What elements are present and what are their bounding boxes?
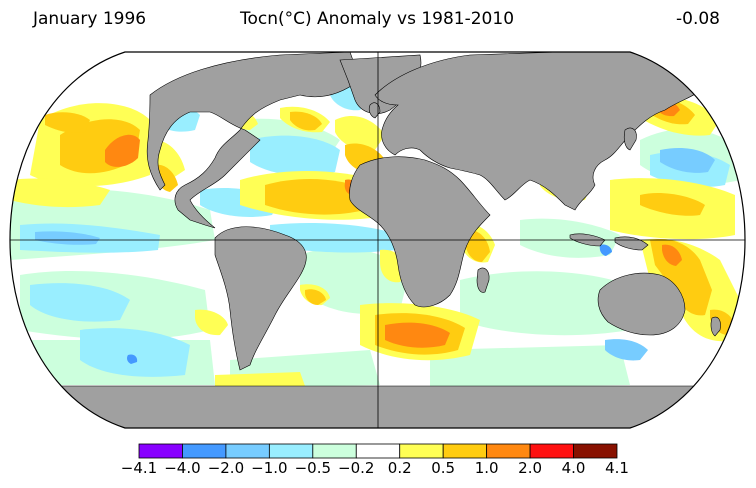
color-scale-cell [355, 443, 401, 459]
color-scale-tick-label: 0.2 [387, 459, 412, 477]
south-america [214, 226, 307, 371]
madagascar [476, 267, 490, 293]
color-scale-cell [442, 443, 488, 459]
anomaly-blue-regions [35, 148, 715, 361]
color-scale-tick-label: −1.0 [251, 459, 288, 477]
new-zealand [710, 316, 721, 337]
color-scale-tick-label: −0.2 [338, 459, 375, 477]
color-scale-tick-label: −4.0 [164, 459, 201, 477]
north-america [146, 52, 361, 229]
color-scale-tick-label: 1.0 [474, 459, 499, 477]
map-title: Tocn(°C) Anomaly vs 1981-2010 [240, 9, 515, 29]
color-scale-tick-label: −0.5 [294, 459, 332, 477]
color-scale-cell [486, 443, 531, 459]
color-scale-cell [312, 443, 357, 459]
africa [349, 156, 491, 308]
color-scale-tick-label: 4.1 [605, 459, 629, 477]
australia [597, 272, 686, 336]
map-outline [9, 51, 746, 429]
color-scale-cell [573, 443, 618, 459]
color-scale-cell [138, 443, 183, 459]
color-scale-tick-label: −4.1 [120, 459, 158, 477]
global-mean-value: -0.08 [676, 9, 720, 29]
anomaly-strong-negative-spots [127, 244, 612, 364]
color-scale-tick-label: −2.0 [207, 459, 245, 477]
map-date: January 1996 [33, 9, 147, 29]
color-scale-cell [399, 443, 444, 459]
anomaly-orange-regions [105, 99, 682, 348]
color-scale-tick-label: 4.0 [561, 459, 586, 477]
color-scale-tick-label: 2.0 [518, 459, 543, 477]
color-scale-cell [182, 443, 227, 459]
british-isles [368, 102, 381, 119]
color-scale-cell [529, 443, 574, 459]
color-scale-cell [225, 443, 270, 459]
color-scale-cell [268, 443, 314, 459]
color-scale-tick-label: 0.5 [431, 459, 456, 477]
japan [623, 127, 637, 151]
